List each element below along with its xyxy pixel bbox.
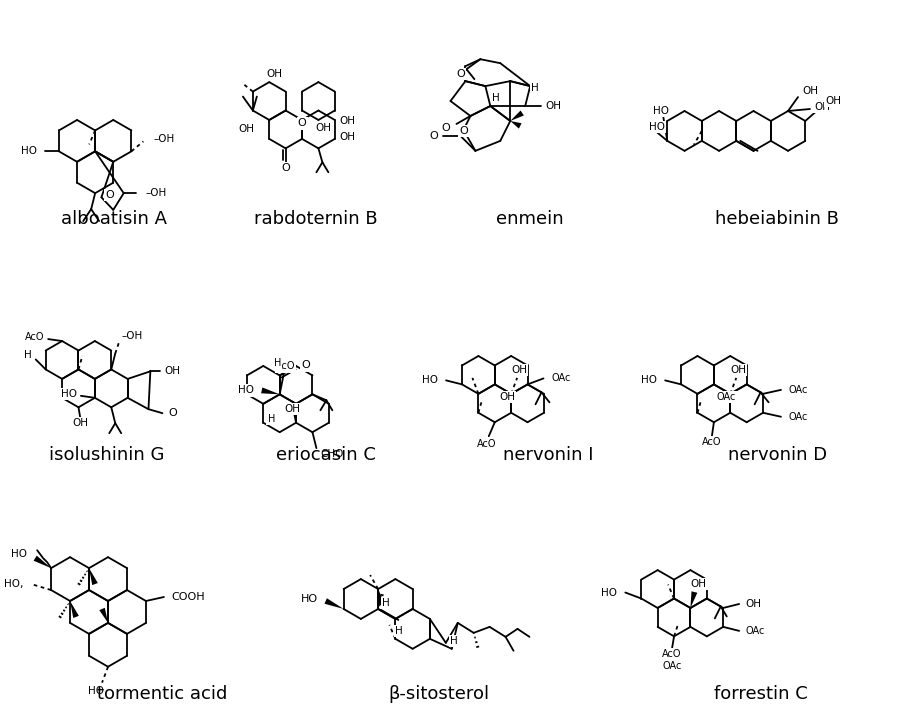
Text: enmein: enmein [496,209,564,228]
Polygon shape [511,121,522,129]
Text: OH: OH [316,123,331,133]
Text: AcO: AcO [702,437,722,447]
Polygon shape [34,556,51,568]
Text: H: H [532,83,539,93]
Polygon shape [89,568,98,585]
Text: OH: OH [730,365,747,375]
Text: OAc: OAc [745,626,765,636]
Text: OH: OH [814,102,830,112]
Text: β-sitosterol: β-sitosterol [388,684,490,703]
Text: OH: OH [339,116,355,126]
Polygon shape [511,111,524,121]
Text: alboatisin A: alboatisin A [61,209,167,228]
Text: HO: HO [650,122,665,132]
Text: isolushinin G: isolushinin G [49,446,165,464]
Polygon shape [691,591,697,608]
Text: eriocasin C: eriocasin C [276,446,376,464]
Text: OAc: OAc [716,392,736,402]
Text: OH: OH [802,86,818,96]
Text: HO: HO [11,549,27,559]
Text: AcO: AcO [662,649,682,660]
Text: OAc: OAc [789,385,808,395]
Text: COOH: COOH [172,592,206,602]
Text: forrestin C: forrestin C [715,684,808,703]
Text: HO,: HO, [4,579,23,589]
Text: HO: HO [88,686,104,696]
Text: hebeiabinin B: hebeiabinin B [716,209,839,228]
Text: H: H [450,636,458,646]
Text: O: O [302,361,310,371]
Text: AcO: AcO [25,332,44,342]
Text: OH: OH [825,96,841,106]
Text: HO: HO [238,386,253,395]
Text: HO: HO [653,106,669,116]
Text: HO: HO [422,376,438,386]
Text: HO: HO [601,588,618,598]
Polygon shape [100,608,108,623]
Text: nervonin D: nervonin D [727,446,827,464]
Text: OAc: OAc [662,661,682,671]
Text: OH: OH [745,599,761,609]
Text: H: H [492,93,501,103]
Polygon shape [325,599,344,609]
Text: H: H [382,598,390,608]
Text: nervonin I: nervonin I [503,446,593,464]
Text: CHO: CHO [320,449,344,459]
Text: OH: OH [511,365,527,375]
Text: AcO: AcO [477,439,497,449]
Text: OH: OH [239,124,254,134]
Text: H: H [267,414,274,424]
Text: AcO: AcO [276,361,296,371]
Text: O: O [459,126,468,136]
Text: HO: HO [61,389,77,399]
Text: O: O [105,190,114,200]
Text: tormentic acid: tormentic acid [96,684,227,703]
Polygon shape [261,388,280,394]
Text: H: H [24,351,32,361]
Text: OAc: OAc [789,412,808,422]
Text: rabdoternin B: rabdoternin B [254,209,378,228]
Text: O: O [456,69,465,79]
Text: HO: HO [641,376,657,386]
Text: H: H [395,626,404,636]
Text: OH: OH [339,132,355,143]
Text: HO: HO [301,594,318,604]
Text: OH: OH [500,392,515,402]
Text: O: O [442,123,450,133]
Text: –OH: –OH [121,331,143,341]
Text: OH: OH [165,366,180,376]
Text: –OH: –OH [145,188,167,198]
Text: OH: OH [72,418,89,428]
Text: O: O [168,408,178,418]
Text: –OH: –OH [154,134,175,144]
Text: O: O [297,119,307,129]
Text: O: O [430,131,438,141]
Text: OH: OH [266,69,282,79]
Text: OH: OH [284,404,300,414]
Text: H: H [274,359,281,368]
Polygon shape [70,601,79,618]
Text: OH: OH [545,101,561,111]
Polygon shape [378,589,385,606]
Text: OH: OH [691,579,706,589]
Text: HO: HO [21,146,37,156]
Text: OAc: OAc [552,373,571,383]
Text: O: O [281,163,290,173]
